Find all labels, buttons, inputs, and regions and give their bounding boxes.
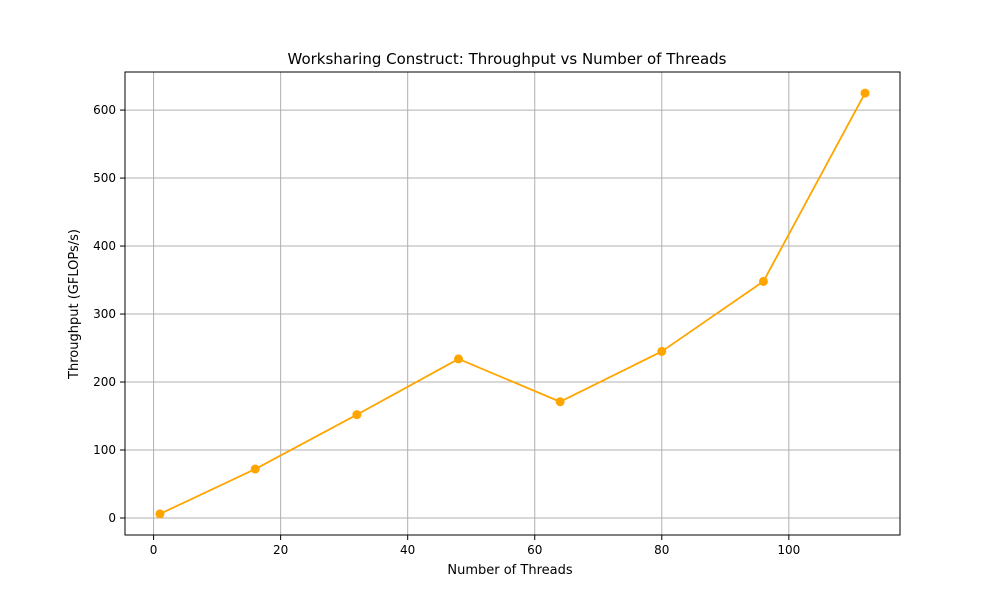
data-point	[657, 346, 667, 356]
y-tick-label: 400	[93, 239, 116, 253]
axis-ticks: 0 20 40 60 80 100 0 100 200 300 400 500 600	[93, 103, 800, 557]
data-point	[860, 88, 870, 98]
x-tick-label: 0	[150, 543, 158, 557]
series-line	[159, 92, 866, 515]
grid-lines	[125, 72, 900, 535]
x-tick-label: 60	[527, 543, 542, 557]
y-tick-label: 0	[108, 511, 116, 525]
data-point	[555, 397, 565, 407]
data-point	[454, 354, 464, 364]
y-tick-label: 500	[93, 171, 116, 185]
data-point	[352, 410, 362, 420]
x-tick-label: 100	[777, 543, 800, 557]
chart-title: Worksharing Construct: Throughput vs Num…	[288, 50, 727, 68]
y-axis-label: Throughput (GFLOPs/s)	[67, 229, 82, 380]
data-point	[250, 464, 260, 474]
x-tick-label: 80	[654, 543, 669, 557]
y-tick-label: 200	[93, 375, 116, 389]
x-tick-label: 40	[400, 543, 415, 557]
data-point	[155, 509, 165, 519]
y-tick-label: 600	[93, 103, 116, 117]
y-tick-label: 300	[93, 307, 116, 321]
series-throughput	[155, 88, 870, 519]
x-tick-label: 20	[273, 543, 288, 557]
y-tick-label: 100	[93, 443, 116, 457]
data-point	[758, 276, 768, 286]
plot-frame	[124, 71, 901, 536]
x-axis-label: Number of Threads	[447, 563, 572, 578]
